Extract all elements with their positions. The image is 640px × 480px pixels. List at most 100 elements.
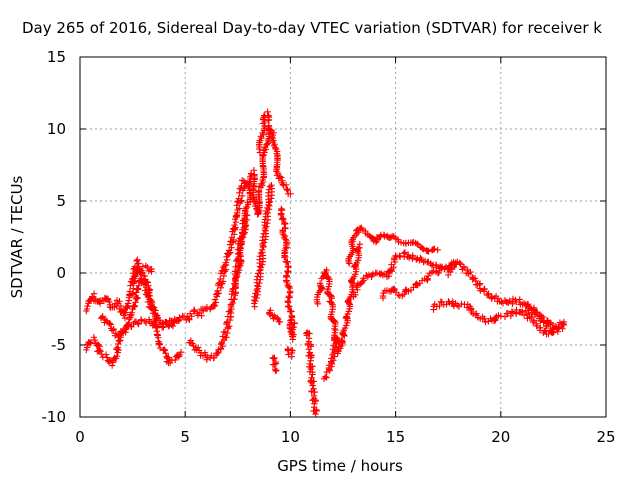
data-point [274,169,282,177]
data-point [284,186,291,194]
data-point [409,253,417,261]
data-point [322,373,329,380]
data-point [260,131,267,139]
data-series [250,181,276,310]
data-point [251,293,258,301]
data-point [233,202,240,209]
data-point [142,262,149,269]
data-point [221,262,229,270]
data-point [503,310,510,317]
x-tick-label: 10 [281,428,300,446]
data-point [272,144,279,151]
data-series [129,262,155,286]
data-point [356,244,363,251]
data-point [185,315,192,322]
data-point [282,236,289,243]
data-series [284,345,296,360]
data-point [251,197,258,205]
data-point [534,308,541,316]
data-point [307,365,315,373]
data-point [270,355,277,362]
data-point [460,263,467,270]
data-point [164,321,171,328]
data-point [254,283,262,290]
data-point [188,313,195,320]
data-point [283,258,290,266]
data-point [219,333,226,340]
data-point [252,200,260,208]
data-point [278,211,285,218]
data-point [127,282,134,289]
data-point [223,334,230,341]
data-series [231,122,294,296]
data-point [113,352,121,360]
data-point [196,309,203,317]
data-point [137,277,145,284]
data-point [267,195,275,202]
data-point [171,315,178,323]
data-point [265,138,272,145]
data-point [211,302,219,310]
data-point [524,300,532,308]
data-point [130,303,137,310]
data-point [372,239,380,246]
data-points [83,108,568,418]
data-point [232,263,239,270]
data-point [108,362,116,369]
data-point [473,310,480,317]
data-point [102,351,110,358]
data-point [120,327,128,335]
data-point [223,256,231,263]
data-point [265,201,272,208]
data-point [390,285,398,293]
data-point [107,321,114,328]
data-point [83,344,91,351]
data-point [286,303,293,310]
data-point [262,146,269,153]
data-point [97,347,104,355]
data-point [110,326,117,333]
y-tick-label: -10 [42,408,67,426]
data-point [560,321,568,329]
data-point [187,310,194,317]
data-point [530,307,538,314]
data-point [239,234,247,241]
data-point [259,249,266,256]
data-point [276,173,283,180]
data-point [235,266,243,274]
data-point [537,324,544,331]
data-point [505,299,512,306]
data-point [96,346,103,354]
data-point [176,314,183,321]
data-point [520,311,528,319]
data-point [145,282,152,289]
data-point [238,182,245,190]
data-point [114,300,122,307]
data-point [222,259,229,266]
data-series [313,241,364,357]
data-point [497,313,504,320]
data-point [134,256,141,263]
data-point [258,135,265,142]
data-point [480,288,488,295]
data-point [150,319,158,327]
data-point [138,267,145,274]
data-point [284,258,291,265]
data-point [368,272,376,279]
data-point [265,117,272,124]
data-point [395,291,402,299]
data-point [307,357,314,364]
data-point [482,318,489,326]
data-point [162,350,169,357]
data-point [555,323,562,330]
data-point [291,320,298,327]
data-point [285,302,292,310]
data-point [109,303,116,311]
data-point [285,351,292,358]
data-point [212,299,220,306]
data-point [529,318,537,326]
data-point [485,290,492,297]
data-point [287,190,294,197]
data-point [259,233,267,241]
data-point [161,347,169,354]
